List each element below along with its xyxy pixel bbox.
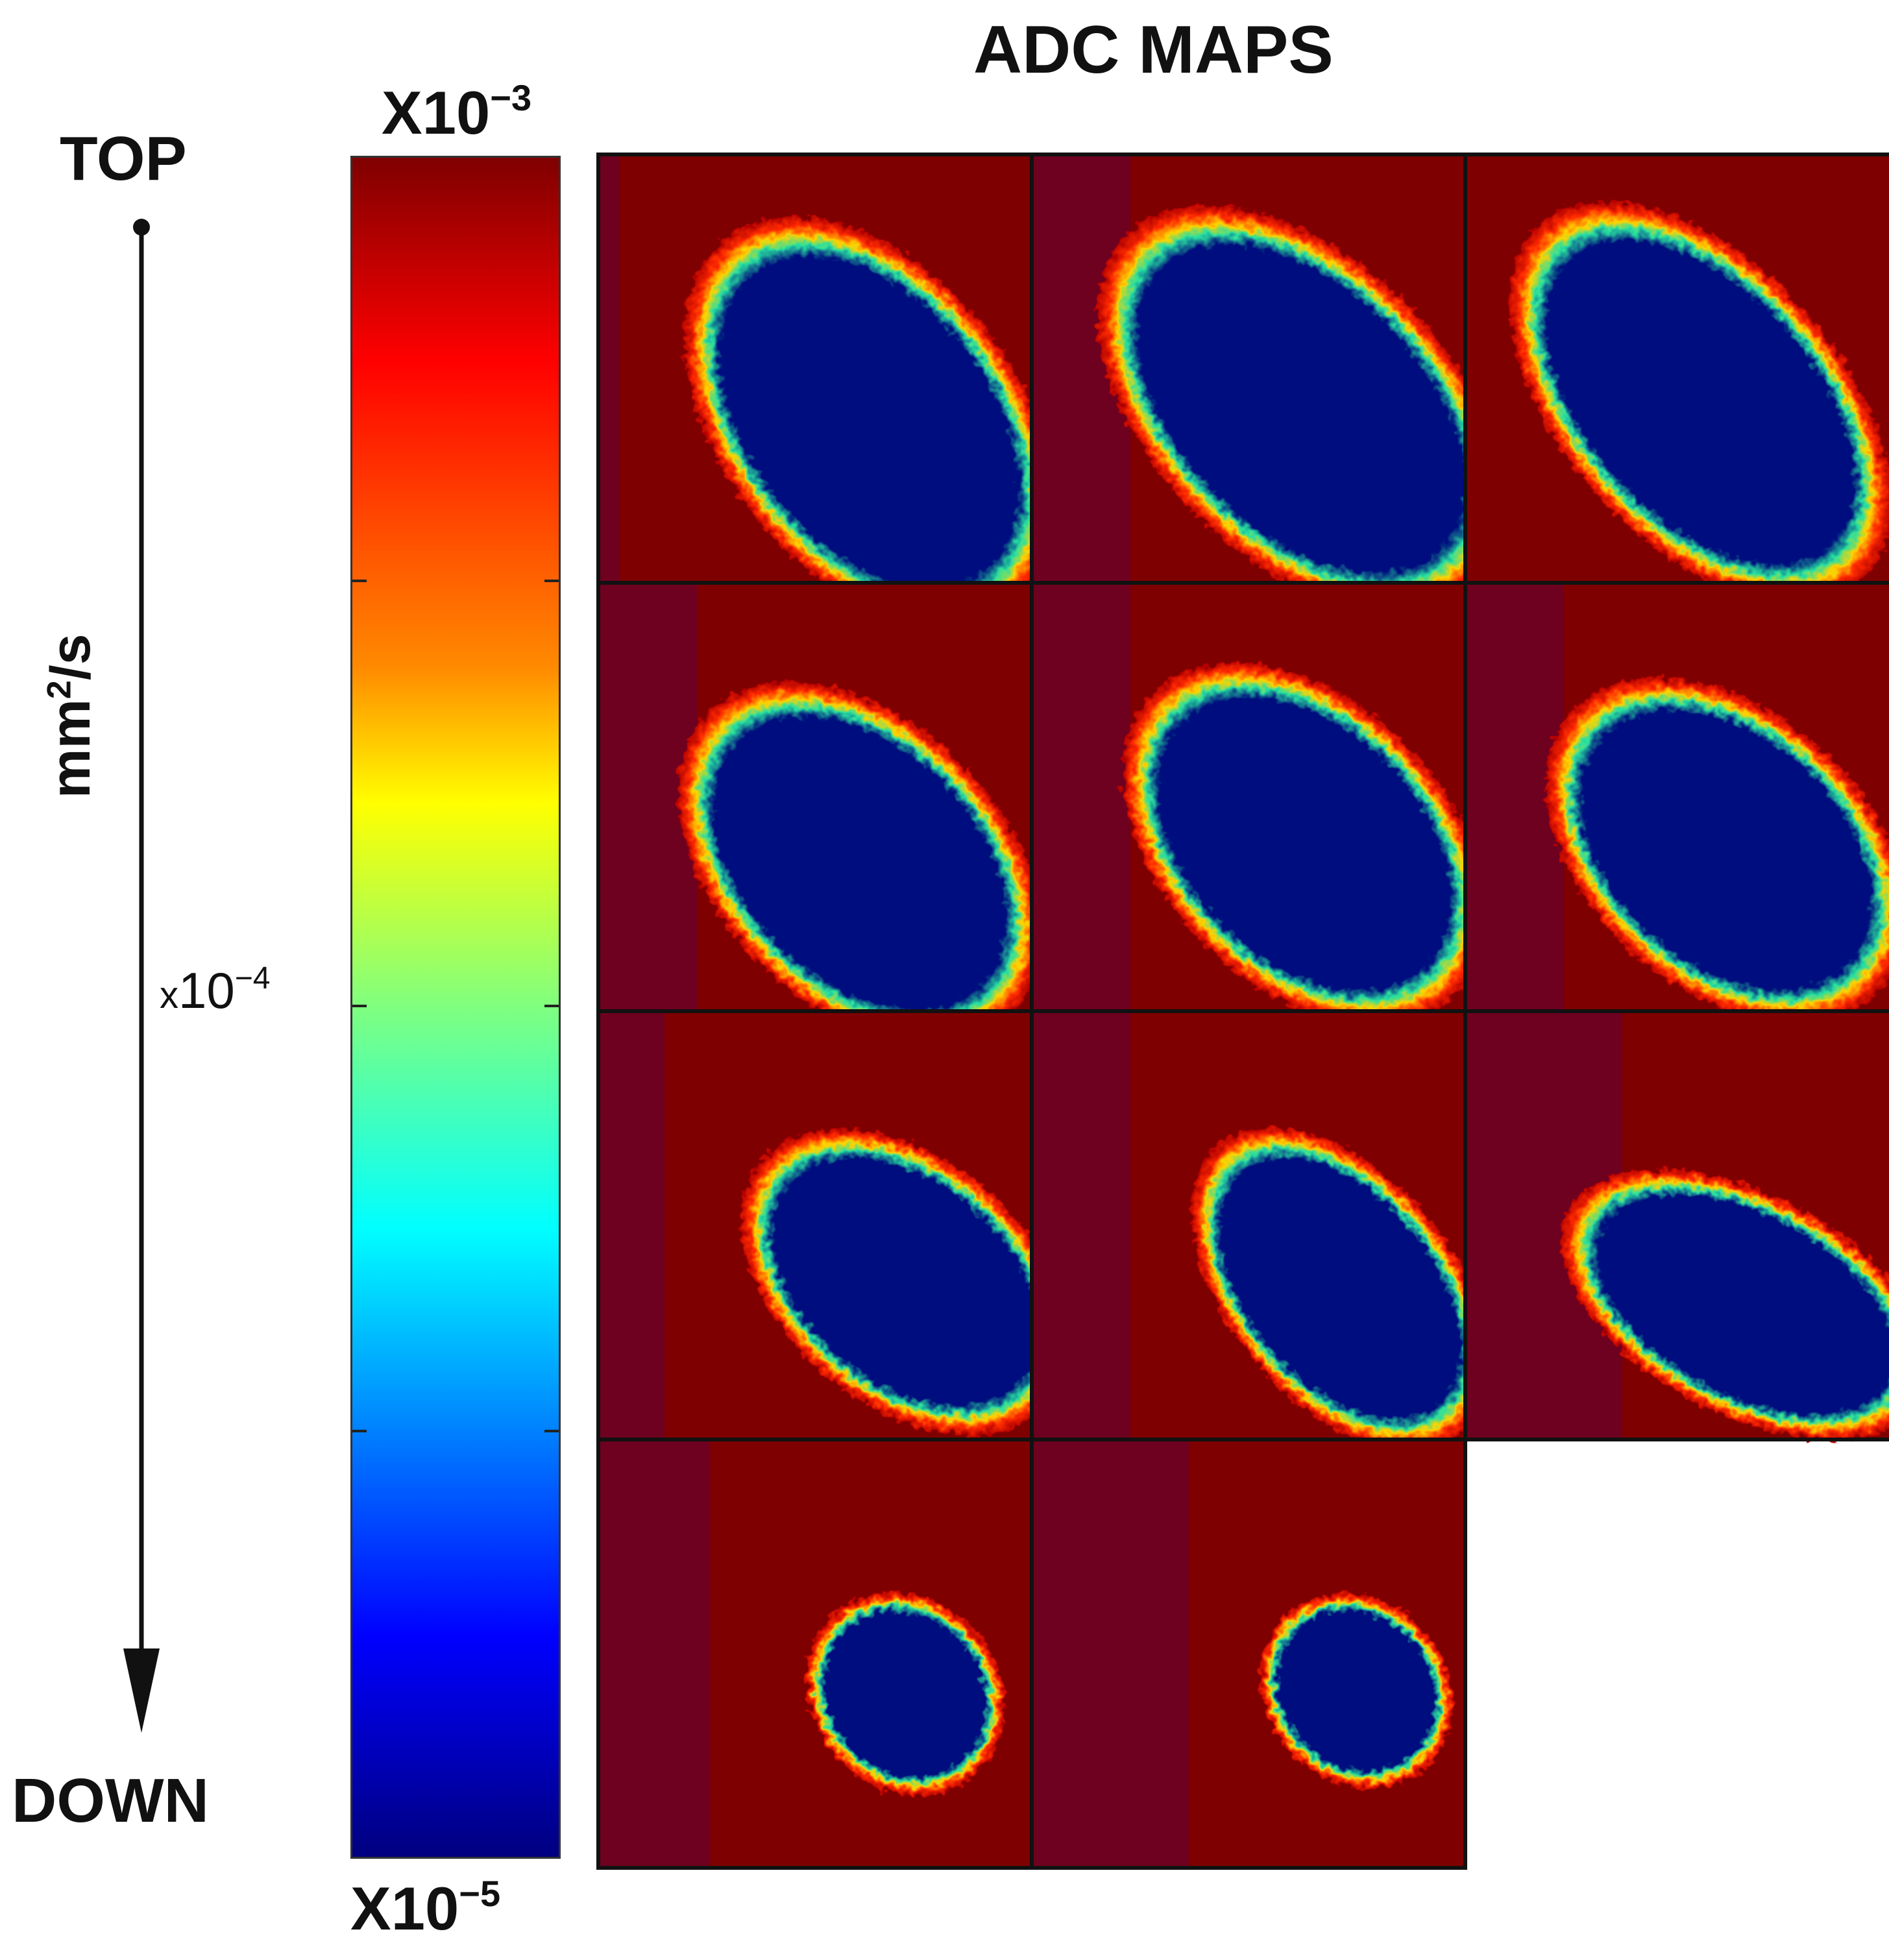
colorbar-tick — [352, 1005, 367, 1007]
tile-edge-strip — [600, 156, 619, 582]
figure-title: ADC MAPS — [973, 12, 1334, 88]
colorbar-tick — [544, 1005, 559, 1007]
tissue-cross-section — [677, 681, 1042, 1046]
top-label: TOP — [60, 124, 187, 193]
tissue-cross-section — [1122, 661, 1487, 1026]
colorbar-tick — [544, 580, 559, 582]
colorbar-tick — [352, 580, 367, 582]
colorbar-min-label: X10−5 — [350, 1873, 501, 1942]
tile-border — [1030, 1438, 1467, 1870]
tissue-cross-section — [1191, 1126, 1489, 1451]
colorbar-tick — [544, 1430, 559, 1432]
tile-edge-strip — [600, 1441, 710, 1867]
tile-edge-strip — [1033, 1441, 1189, 1867]
tissue-cross-section — [1509, 201, 1889, 604]
tile-edge-strip — [1033, 584, 1130, 1010]
tile-edge-strip — [600, 1012, 664, 1438]
down-label: DOWN — [12, 1766, 209, 1835]
tissue-cross-section — [1097, 204, 1505, 613]
direction-arrow — [123, 219, 160, 1733]
tissue-cross-section — [740, 1128, 1070, 1436]
tile-edge-strip — [1033, 1012, 1130, 1438]
tissue-cross-section — [1560, 1168, 1889, 1441]
colorbar-mid-label: x10−4 — [160, 961, 271, 1019]
tissue-cross-section — [1546, 676, 1889, 1024]
tissue-cross-section — [805, 1591, 1005, 1796]
colorbar-max-label: X10−3 — [382, 77, 532, 147]
tile-border — [1463, 1009, 1889, 1441]
colorbar — [350, 156, 561, 1859]
colorbar-tick — [352, 1430, 367, 1432]
tissue-cross-section — [683, 215, 1056, 628]
tissue-cross-section — [1259, 1592, 1454, 1789]
